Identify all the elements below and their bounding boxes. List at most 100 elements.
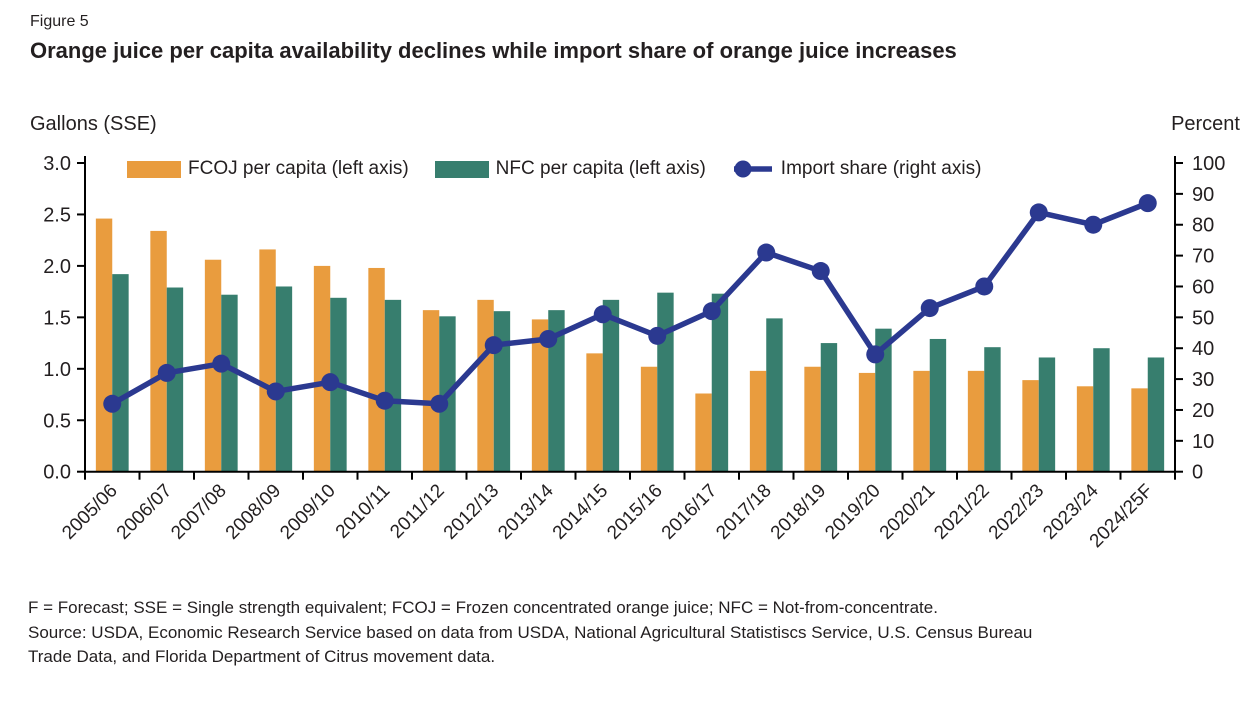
x-axis-category-label: 2019/20 — [821, 480, 884, 543]
legend-label-nfc: NFC per capita (left axis) — [495, 158, 706, 179]
fcoj-bar — [313, 265, 331, 472]
import-share-point — [157, 363, 176, 382]
import-share-point — [702, 302, 721, 321]
right-axis-tick-label: 30 — [1192, 369, 1214, 391]
x-axis-category-label: 2022/23 — [985, 480, 1048, 543]
fcoj-bar — [150, 230, 167, 472]
line-dot-marker-icon — [733, 160, 772, 178]
left-axis-tick-label: 0.5 — [43, 410, 71, 432]
nfc-bar — [929, 338, 947, 472]
right-axis-tick-label: 60 — [1192, 276, 1214, 298]
x-axis-category-label: 2017/18 — [712, 480, 775, 543]
x-axis-category-label: 2006/07 — [113, 480, 176, 543]
import-share-point — [212, 354, 231, 373]
fcoj-bar — [1022, 380, 1039, 472]
left-axis-tick-label: 0.0 — [43, 462, 71, 484]
import-share-point — [321, 373, 340, 392]
import-share-point — [266, 382, 285, 401]
import-share-point — [811, 262, 830, 281]
chart-svg: 0.0 0.5 1.0 1.5 2.0 2.5 3.0 0 10 20 30 40 50 60 70 80 90… — [43, 153, 1225, 552]
left-axis-unit-label: Gallons (SSE) — [30, 113, 157, 135]
import-share-point — [375, 391, 394, 410]
import-share-point — [103, 394, 122, 413]
nfc-bar — [548, 310, 565, 472]
fcoj-bar — [967, 370, 985, 472]
right-axis-tick-label: 80 — [1192, 215, 1214, 237]
fcoj-bar — [477, 299, 494, 472]
fcoj-bar — [368, 267, 385, 472]
fcoj-bar — [804, 366, 821, 472]
fcoj-bar — [640, 366, 658, 472]
import-share-point — [920, 299, 939, 318]
fcoj-swatch-icon — [127, 160, 181, 178]
import-share-point — [1084, 215, 1103, 234]
left-axis-tick-label: 1.5 — [43, 307, 71, 329]
fcoj-bar — [1076, 386, 1094, 472]
legend-label-import-share: Import share (right axis) — [780, 158, 982, 179]
right-axis-tick-label: 90 — [1192, 184, 1214, 206]
right-axis-tick-label: 70 — [1192, 246, 1214, 268]
figure-number: Figure 5 — [30, 13, 89, 30]
chart-legend: FCOJ per capita (left axis) NFC per capi… — [127, 158, 981, 180]
fcoj-bar — [95, 218, 113, 472]
x-axis-category-label: 2018/19 — [767, 480, 830, 543]
nfc-bar — [657, 292, 674, 472]
legend-item-nfc: NFC per capita (left axis) — [434, 158, 706, 180]
right-axis-tick-label: 10 — [1192, 431, 1214, 453]
fcoj-bar — [858, 372, 876, 472]
nfc-bar — [875, 328, 892, 472]
x-axis-category-label: 2008/09 — [222, 480, 285, 543]
x-axis-category-label: 2021/22 — [930, 480, 993, 543]
right-axis-tick-label: 20 — [1192, 400, 1214, 422]
figure-title: Orange juice per capita availability dec… — [30, 38, 957, 63]
nfc-bar — [166, 287, 184, 472]
x-axis-category-label: 2012/13 — [440, 480, 503, 543]
fcoj-bar — [749, 370, 767, 472]
import-share-point — [866, 345, 885, 364]
import-share-point — [1138, 194, 1157, 213]
nfc-bar — [820, 343, 838, 472]
x-axis-category-label: 2020/21 — [876, 480, 939, 543]
import-share-point — [975, 277, 994, 296]
x-axis-category-label: 2010/11 — [332, 480, 394, 542]
nfc-bar — [1093, 348, 1110, 472]
import-share-point — [430, 394, 449, 413]
nfc-bar — [984, 347, 1001, 472]
fcoj-bar — [422, 310, 440, 472]
import-share-point — [484, 336, 503, 355]
left-axis-tick-label: 2.5 — [43, 204, 71, 226]
import-share-point — [539, 329, 558, 348]
nfc-bar — [711, 293, 729, 472]
right-axis-tick-label: 40 — [1192, 338, 1214, 360]
legend-item-fcoj: FCOJ per capita (left axis) — [127, 158, 409, 180]
legend-dot — [734, 160, 752, 178]
nfc-bar — [602, 299, 620, 472]
right-axis-tick-label: 50 — [1192, 307, 1214, 329]
import-share-line — [110, 200, 1149, 407]
note-definitions: F = Forecast; SSE = Single strength equi… — [28, 598, 938, 617]
nfc-bar — [384, 299, 402, 472]
nfc-bar — [221, 294, 238, 472]
fcoj-bar — [586, 353, 603, 472]
right-axis-tick-label: 100 — [1192, 153, 1225, 175]
left-axis-tick-label: 2.0 — [43, 256, 71, 278]
import-share-point — [593, 305, 612, 324]
legend-label-fcoj: FCOJ per capita (left axis) — [188, 158, 409, 179]
left-axis-tick-label: 3.0 — [43, 153, 71, 175]
nfc-bar — [1038, 357, 1056, 472]
import-share-point — [1029, 203, 1048, 222]
x-axis-category-label: 2007/08 — [167, 480, 230, 543]
note-source: Source: USDA, Economic Research Service … — [28, 622, 1033, 667]
fcoj-bar — [913, 370, 930, 472]
x-axis-category-label: 2015/16 — [603, 480, 666, 543]
left-axis-tick-label: 1.0 — [43, 359, 71, 381]
nfc-swatch-icon — [434, 160, 489, 178]
x-axis-category-label: 2016/17 — [658, 480, 721, 543]
nfc-bar — [766, 318, 783, 472]
import-share-point — [648, 326, 667, 345]
fcoj-bar — [1131, 388, 1148, 472]
chart-area: 0.0 0.5 1.0 1.5 2.0 2.5 3.0 0 10 20 30 40 50 60 70 80 90… — [0, 140, 1258, 592]
x-axis-category-label: 2005/06 — [58, 480, 121, 543]
right-axis-tick-label: 0 — [1192, 462, 1203, 484]
